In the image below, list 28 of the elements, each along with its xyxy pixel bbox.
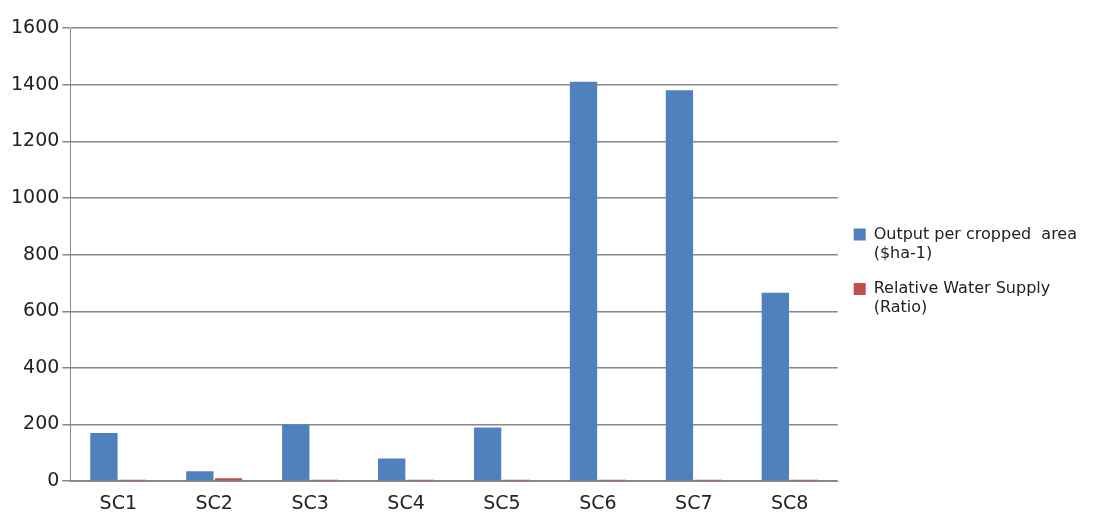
x-tick-label: SC4	[387, 490, 425, 513]
bar	[569, 81, 598, 481]
y-tick-label: 400	[23, 354, 60, 377]
bar	[761, 292, 790, 481]
x-tick-label: SC6	[579, 490, 617, 513]
x-tick-label: SC7	[675, 490, 713, 513]
x-tick-label: SC3	[291, 490, 329, 513]
x-tick-label: SC5	[483, 490, 521, 513]
y-tick-label: 1000	[10, 184, 60, 207]
bar	[186, 471, 214, 481]
y-tick-label: 1400	[10, 71, 60, 94]
bar	[214, 478, 243, 481]
bar	[90, 433, 118, 481]
y-tick-label: 0	[47, 468, 60, 491]
bar	[282, 424, 310, 481]
y-tick-label: 600	[23, 298, 60, 321]
bar	[473, 427, 502, 481]
legend-label: Output per cropped area ($ha-1)	[873, 223, 1078, 262]
legend-label: Relative Water Supply (Ratio)	[873, 278, 1051, 317]
y-tick-label: 1600	[10, 14, 60, 37]
x-tick-label: SC2	[195, 490, 233, 513]
bar	[378, 458, 406, 481]
y-tick-label: 200	[23, 411, 60, 434]
y-tick-label: 1200	[10, 128, 60, 151]
x-tick-label: SC1	[99, 490, 138, 513]
bar	[665, 90, 694, 481]
y-tick-label: 800	[23, 241, 60, 264]
x-tick-label: SC8	[771, 490, 809, 513]
